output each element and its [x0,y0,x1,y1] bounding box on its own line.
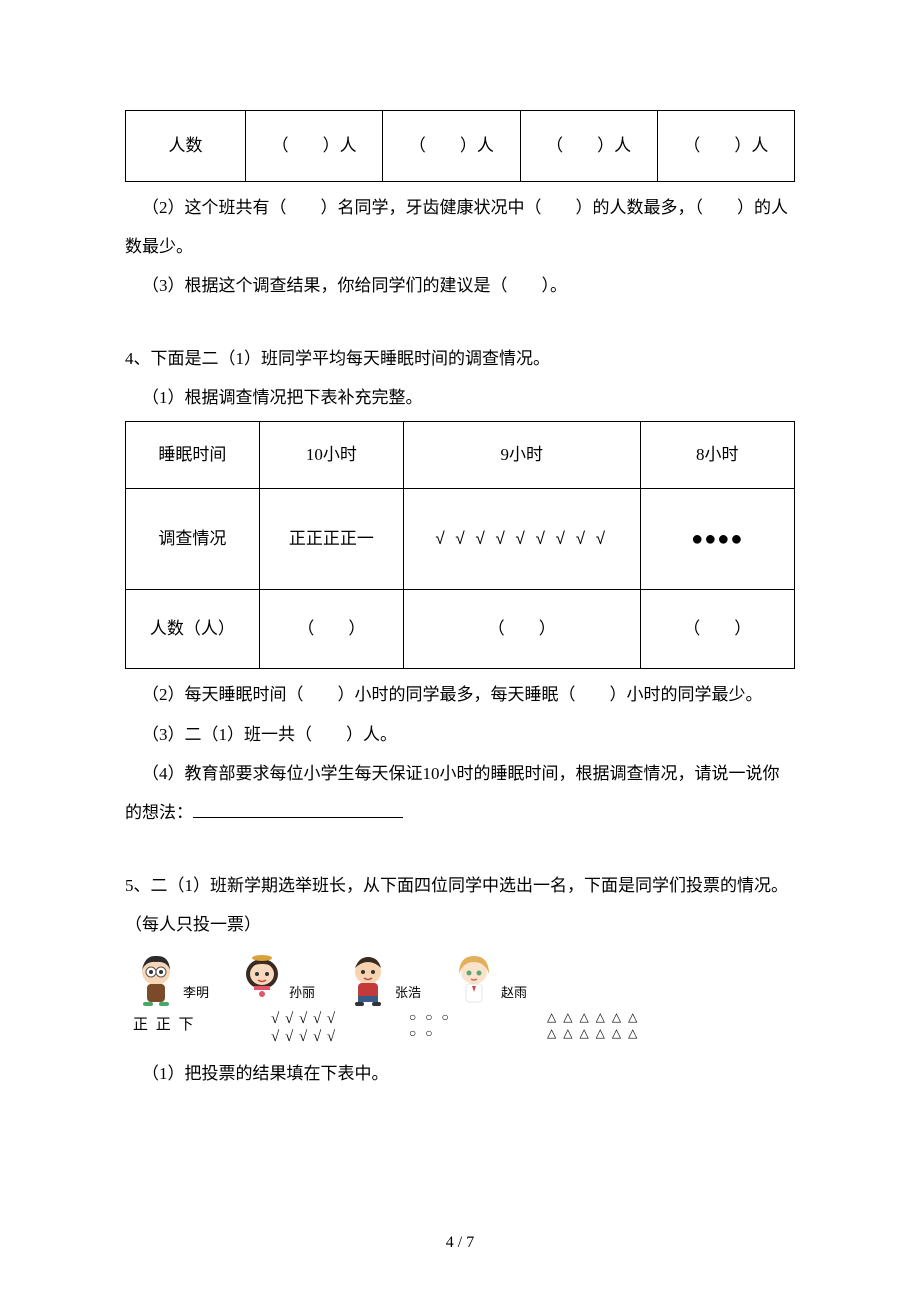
t2-h-c3: 8小时 [640,422,794,489]
avatar-zhaoyu [451,952,497,1006]
blank-line [193,801,403,818]
candidate-liming: 李明 [133,952,209,1006]
candidate-label-sunli: 孙丽 [289,980,315,1006]
t2-c-label: 人数（人） [126,590,260,669]
section5-sub1: （1）把投票的结果填在下表中。 [125,1054,795,1093]
candidate-row: 李明 孙丽 [133,952,795,1006]
table1-cell-1: （ ）人 [246,111,383,182]
worksheet-page: 人数 （ ）人 （ ）人 （ ）人 （ ）人 （2）这个班共有（ ）名同学，牙齿… [0,0,920,1093]
t2-h-c1: 10小时 [259,422,403,489]
candidate-sunli: 孙丽 [239,952,315,1006]
t2-s-c3: ●●●● [640,489,794,590]
t2-s-c1: 正正正正一 [259,489,403,590]
votes-row: 正 正 下 √ √ √ √ √ √ √ √ √ √ ○ ○ ○ ○ ○ △ △ … [133,1010,795,1046]
section4-title: 4、下面是二（1）班同学平均每天睡眠时间的调查情况。 [125,339,795,378]
t2-c-c3: （ ） [640,590,794,669]
t2-s-c2: √ √ √ √ √ √ √ √ √ [403,489,640,590]
candidate-label-zhaoyu: 赵雨 [501,980,527,1006]
dots-8h: ●●●● [691,528,743,550]
votes-liming: 正 正 下 [133,1010,223,1040]
circles-zhanghao-2: ○ ○ [409,1026,499,1042]
tri-zhaoyu-1: △ △ △ △ △ △ [547,1010,639,1026]
section4-sub3: （3）二（1）班一共（ ）人。 [125,715,795,754]
question-3: （3）根据这个调查结果，你给同学们的建议是（ ）。 [125,266,795,305]
question-2: （2）这个班共有（ ）名同学，牙齿健康状况中（ ）的人数最多，（ ）的人数最少。 [125,188,795,266]
t2-h-c2: 9小时 [403,422,640,489]
table1-cell-3: （ ）人 [520,111,657,182]
votes-sunli: √ √ √ √ √ √ √ √ √ √ [271,1010,361,1046]
table-sleep-survey: 睡眠时间 10小时 9小时 8小时 调查情况 正正正正一 √ √ √ √ √ √… [125,421,795,669]
slash-sunli-1: √ √ √ √ √ [271,1010,361,1028]
avatar-zhanghao [345,952,391,1006]
section4-sub2: （2）每天睡眠时间（ ）小时的同学最多，每天睡眠（ ）小时的同学最少。 [125,675,795,714]
t2-c-c2: （ ） [403,590,640,669]
section4-sub4: （4）教育部要求每位小学生每天保证10小时的睡眠时间，根据调查情况，请说一说你的… [125,754,795,832]
t2-h-label: 睡眠时间 [126,422,260,489]
circles-zhanghao-1: ○ ○ ○ [409,1010,499,1026]
t2-s-label: 调查情况 [126,489,260,590]
candidate-zhaoyu: 赵雨 [451,952,527,1006]
candidate-zhanghao: 张浩 [345,952,421,1006]
table1-row-label: 人数 [126,111,246,182]
tally-liming: 正 正 下 [133,1010,223,1040]
tri-zhaoyu-2: △ △ △ △ △ △ [547,1026,639,1042]
t2-c-c1: （ ） [259,590,403,669]
avatar-liming [133,952,179,1006]
avatar-sunli [239,952,285,1006]
candidate-label-zhanghao: 张浩 [395,980,421,1006]
section4-sub1: （1）根据调查情况把下表补充完整。 [125,378,795,417]
section5-title: 5、二（1）班新学期选举班长，从下面四位同学中选出一名，下面是同学们投票的情况。… [125,866,795,944]
votes-zhaoyu: △ △ △ △ △ △ △ △ △ △ △ △ [547,1010,639,1041]
table1-cell-2: （ ）人 [383,111,520,182]
slash-sunli-2: √ √ √ √ √ [271,1028,361,1046]
table-people-count: 人数 （ ）人 （ ）人 （ ）人 （ ）人 [125,110,795,182]
candidate-label-liming: 李明 [183,980,209,1006]
votes-zhanghao: ○ ○ ○ ○ ○ [409,1010,499,1041]
checkmarks-9h: √ √ √ √ √ √ √ √ √ [435,529,608,548]
table1-cell-4: （ ）人 [657,111,794,182]
page-number: 4 / 7 [0,1234,920,1252]
